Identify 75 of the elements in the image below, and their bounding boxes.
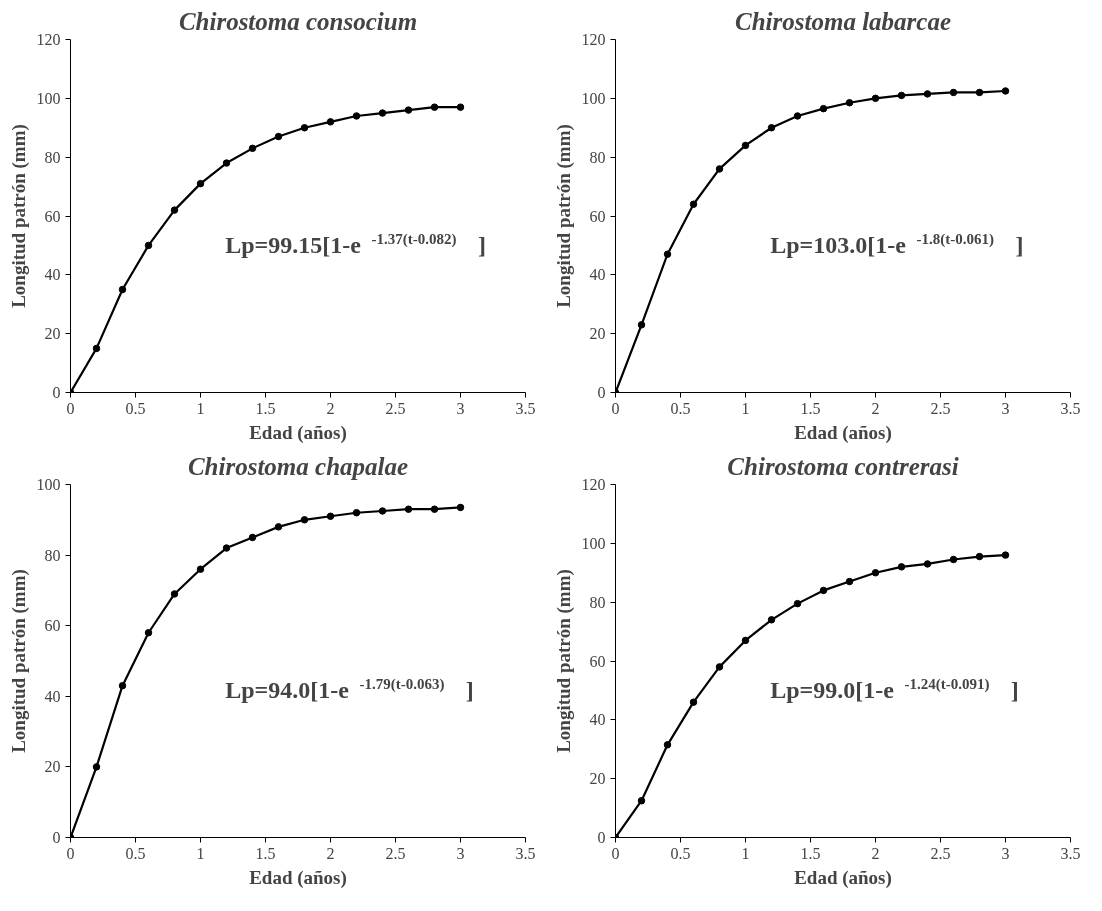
x-tick-label: 2.5 [385, 399, 406, 417]
y-tick-label: 40 [44, 266, 61, 284]
x-tick-label: 1.5 [255, 399, 276, 417]
x-axis-title: Edad (años) [249, 866, 347, 889]
x-tick-label: 2.5 [930, 844, 951, 862]
y-tick-label: 40 [44, 687, 61, 705]
text: Lp=99.15[1-e-1.37(t-0.082)] [225, 231, 486, 259]
y-tick-label: 40 [589, 711, 606, 729]
y-axis-title: Longitud patrón (mm) [552, 124, 575, 308]
y-tick-label: 0 [597, 829, 606, 846]
y-tick-label: 20 [44, 325, 61, 343]
x-tick-label: 1 [196, 399, 205, 417]
x-tick-label: 3.5 [1060, 844, 1081, 862]
x-tick-label: 1 [741, 844, 750, 862]
y-tick-label: 60 [589, 652, 606, 670]
chart-title: Chirostoma labarcae [735, 7, 951, 35]
chart-title: Chirostoma contrerasi [727, 452, 959, 480]
x-tick-label: 3.5 [515, 399, 536, 417]
y-tick-label: 60 [44, 207, 61, 225]
y-tick-label: 120 [581, 476, 606, 493]
text: Lp=99.0[1-e-1.24(t-0.091)] [770, 676, 1019, 704]
x-tick-label: 0 [66, 399, 75, 417]
x-tick-label: 0.5 [670, 844, 691, 862]
y-tick-label: 20 [589, 770, 606, 788]
x-tick-label: 3 [456, 844, 465, 862]
x-tick-label: 3 [456, 399, 465, 417]
y-tick-label: 100 [36, 476, 61, 493]
y-tick-label: 20 [44, 758, 61, 776]
x-tick-label: 0.5 [125, 844, 146, 862]
x-axis-title: Edad (años) [794, 421, 892, 444]
y-tick-label: 40 [589, 266, 606, 284]
x-tick-label: 2 [871, 399, 880, 417]
x-tick-label: 2 [326, 399, 335, 417]
y-tick-label: 0 [52, 384, 61, 401]
x-tick-label: 0 [66, 844, 75, 862]
y-tick-label: 100 [36, 89, 61, 107]
x-axis-title: Edad (años) [249, 421, 347, 444]
x-tick-label: 0.5 [670, 399, 691, 417]
x-tick-label: 1 [741, 399, 750, 417]
y-axis-title: Longitud patrón (mm) [7, 124, 30, 308]
text: Lp=103.0[1-e-1.8(t-0.061)] [770, 231, 1024, 259]
x-tick-label: 1 [196, 844, 205, 862]
y-tick-label: 120 [581, 31, 606, 48]
x-tick-label: 1.5 [800, 844, 821, 862]
x-tick-label: 3 [1001, 844, 1010, 862]
x-tick-label: 2.5 [385, 844, 406, 862]
y-tick-label: 80 [589, 593, 606, 611]
x-tick-label: 2.5 [930, 399, 951, 417]
y-tick-label: 120 [36, 31, 61, 48]
y-tick-label: 20 [589, 325, 606, 343]
x-tick-label: 1.5 [800, 399, 821, 417]
y-tick-label: 80 [44, 148, 61, 166]
x-tick-label: 1.5 [255, 844, 276, 862]
x-tick-label: 2 [326, 844, 335, 862]
y-tick-label: 80 [44, 546, 61, 564]
x-tick-label: 2 [871, 844, 880, 862]
x-tick-label: 0.5 [125, 399, 146, 417]
chart-title: Chirostoma consocium [178, 7, 418, 35]
x-tick-label: 3 [1001, 399, 1010, 417]
y-tick-label: 100 [581, 89, 606, 107]
chart-title: Chirostoma chapalae [187, 452, 409, 480]
y-axis-title: Longitud patrón (mm) [7, 569, 30, 753]
y-tick-label: 0 [597, 384, 606, 401]
y-tick-label: 60 [44, 617, 61, 635]
x-tick-label: 0 [611, 844, 620, 862]
x-tick-label: 3.5 [515, 844, 536, 862]
y-tick-label: 80 [589, 148, 606, 166]
x-tick-label: 0 [611, 399, 620, 417]
y-tick-label: 100 [581, 534, 606, 552]
text: Lp=94.0[1-e-1.79(t-0.063)] [225, 676, 474, 704]
y-tick-label: 0 [52, 829, 61, 846]
y-axis-title: Longitud patrón (mm) [552, 569, 575, 753]
x-axis-title: Edad (años) [794, 866, 892, 889]
x-tick-label: 3.5 [1060, 399, 1081, 417]
y-tick-label: 60 [589, 207, 606, 225]
